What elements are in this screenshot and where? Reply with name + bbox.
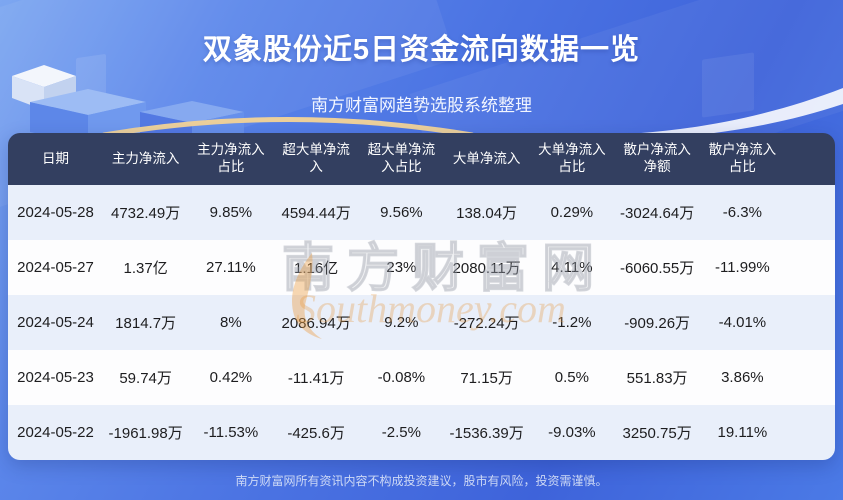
table-cell: 3.86% — [721, 369, 764, 386]
table-cell: -1536.39万 — [449, 425, 524, 442]
table-row: 2024-05-28 4732.49万 9.85% 4594.44万 9.56% 138.… — [8, 185, 835, 240]
table-cell: 2086.94万 — [281, 315, 351, 332]
column-header: 日期 — [42, 150, 69, 166]
table-cell: -909.26万 — [624, 315, 691, 332]
table-row: 2024-05-23 59.74万 0.42% -11.41万 -0.08% 71.15万… — [8, 350, 835, 405]
column-header: 超大单净流入占比 — [367, 142, 436, 174]
page-subtitle: 南方财富网趋势选股系统整理 — [311, 96, 532, 115]
date-cell: 2024-05-24 — [17, 314, 94, 331]
table-cell: 0.29% — [550, 204, 594, 221]
column-header: 大单净流入占比 — [538, 142, 606, 174]
column-header: 主力净流入占比 — [197, 142, 265, 174]
table-cell: 4594.44万 — [281, 205, 351, 222]
table-cell: -1961.98万 — [108, 425, 183, 442]
page-title: 双象股份近5日资金流向数据一览 — [202, 34, 641, 66]
date-cell: 2024-05-22 — [17, 424, 94, 441]
table-cell: 0.5% — [554, 369, 589, 386]
table-cell: -4.01% — [718, 314, 767, 331]
table-body: 2024-05-28 4732.49万 9.85% 4594.44万 9.56% 138.… — [8, 185, 835, 460]
table-cell: 9.56% — [380, 204, 423, 221]
table-cell: -11.41万 — [287, 370, 345, 387]
table-cell: 71.15万 — [460, 370, 513, 387]
table-cell: -3024.64万 — [620, 205, 695, 222]
column-header: 散户净流入占比 — [708, 142, 777, 174]
footer-disclaimer: 南方财富网所有资讯内容不构成投资建议，股市有风险，投资需谨慎。 — [235, 474, 608, 488]
table-cell: 59.74万 — [119, 370, 172, 387]
table-cell: -6060.55万 — [620, 260, 695, 277]
table-cell: 1814.7万 — [115, 315, 177, 332]
table-cell: 9.85% — [209, 204, 253, 221]
table-cell: -11.99% — [714, 259, 770, 276]
table-cell: -6.3% — [722, 204, 762, 221]
table-cell: 27.11% — [205, 259, 256, 276]
fund-flow-table: 日期 主力净流入 主力净流入占比 超大单净流入 超大单净流入占比 大单净流入 大单净流入占比… — [8, 133, 835, 460]
table-cell: -425.6万 — [287, 425, 345, 442]
table-cell: 19.11% — [717, 424, 768, 441]
table-cell: 8% — [220, 314, 242, 331]
table-cell: 23% — [386, 259, 417, 276]
table-cell: -272.24万 — [453, 315, 520, 332]
table-cell: -9.03% — [548, 424, 596, 441]
table-cell: 1.16亿 — [294, 260, 339, 277]
table-cell: -2.5% — [381, 424, 421, 441]
table-cell: 4.11% — [551, 259, 593, 276]
column-header: 散户净流入净额 — [623, 142, 691, 174]
table-cell: 4732.49万 — [111, 205, 181, 222]
table-row: 2024-05-22 -1961.98万 -11.53% -425.6万 -2.5% -1… — [8, 405, 835, 460]
table-cell: 9.2% — [384, 314, 419, 331]
table-cell: -0.08% — [377, 369, 426, 386]
date-cell: 2024-05-28 — [17, 204, 94, 221]
table-cell: 551.83万 — [626, 370, 688, 387]
table-cell: 2080.11万 — [452, 260, 521, 277]
table-cell: -1.2% — [552, 314, 592, 331]
table-cell: -11.53% — [203, 424, 259, 441]
table-row: 2024-05-24 1814.7万 8% 2086.94万 9.2% -272.24万 -… — [8, 295, 835, 350]
table-cell: 138.04万 — [456, 205, 518, 222]
date-cell: 2024-05-27 — [17, 259, 94, 276]
gold-arc-decoration — [101, 117, 475, 138]
column-header: 大单净流入 — [452, 150, 521, 166]
table-row: 2024-05-27 1.37亿 27.11% 1.16亿 23% 2080.11万 4.1… — [8, 240, 835, 295]
column-header: 主力净流入 — [111, 150, 180, 166]
table-cell: 1.37亿 — [123, 260, 168, 277]
table-header-row: 日期 主力净流入 主力净流入占比 超大单净流入 超大单净流入占比 大单净流入 大单净流入占比… — [8, 133, 835, 185]
column-header: 超大单净流入 — [282, 142, 350, 174]
table-cell: 3250.75万 — [622, 425, 692, 442]
table-cell: 0.42% — [209, 369, 253, 386]
date-cell: 2024-05-23 — [17, 369, 94, 386]
